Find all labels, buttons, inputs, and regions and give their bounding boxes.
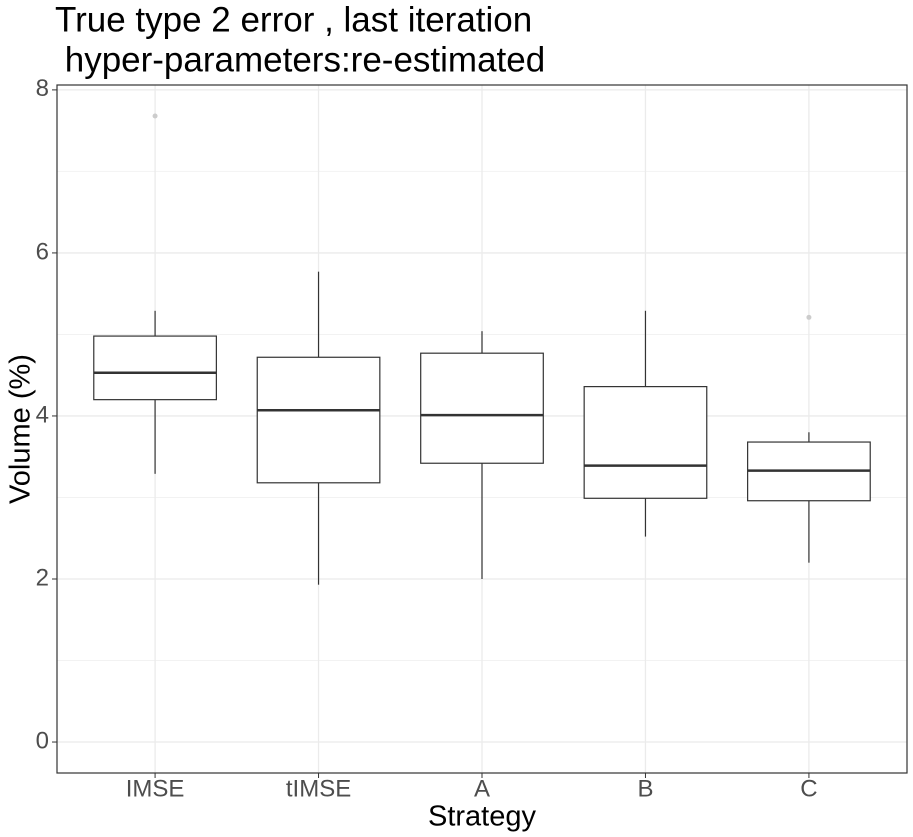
y-tick-label: 2 [36, 564, 49, 591]
x-tick-label: IMSE [126, 775, 185, 802]
box [93, 335, 217, 401]
outlier [806, 314, 812, 320]
box [420, 352, 544, 464]
outlier [152, 113, 158, 119]
x-tick-label: C [800, 775, 817, 802]
y-tick-label: 8 [36, 75, 49, 102]
chart-title: True type 2 error , last iteration [55, 0, 532, 39]
chart-title: hyper-parameters:re-estimated [55, 40, 545, 79]
x-tick-label: tIMSE [286, 775, 351, 802]
box [583, 386, 708, 499]
y-tick-label: 6 [36, 238, 49, 265]
y-axis-title: Volume (%) [5, 354, 37, 504]
box [256, 356, 381, 484]
x-axis-title: Strategy [428, 801, 536, 833]
x-tick-label: B [637, 775, 653, 802]
x-tick-label: A [474, 775, 490, 802]
y-tick-label: 4 [36, 401, 49, 428]
panel-border [56, 84, 908, 774]
y-tick-label: 0 [36, 727, 49, 754]
